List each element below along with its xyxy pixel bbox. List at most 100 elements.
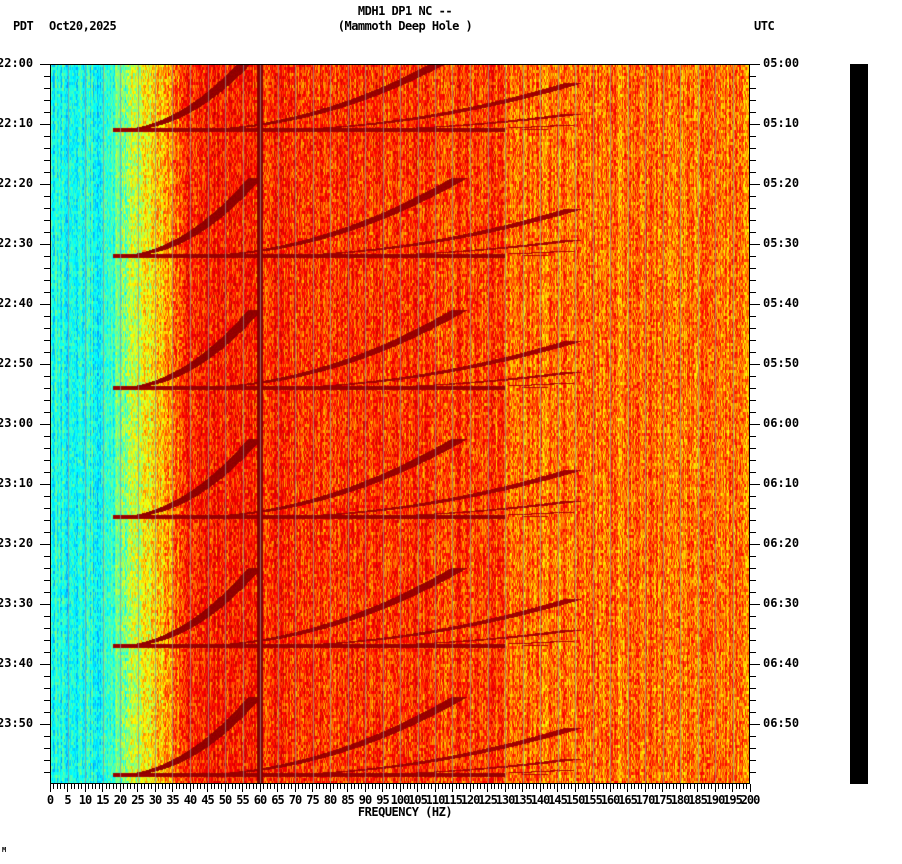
x-tick (749, 784, 751, 792)
x-tick-label: 120 (460, 793, 481, 807)
x-tick-label: 95 (376, 793, 389, 807)
x-tick (56, 784, 58, 789)
y-tick-label-right: 06:50 (763, 716, 800, 730)
x-tick (67, 784, 68, 792)
x-tick (217, 784, 219, 789)
x-tick (637, 784, 639, 789)
y-tick-right (750, 627, 756, 629)
y-tick-left (44, 675, 50, 677)
x-tick (305, 784, 306, 789)
y-tick-left (40, 543, 50, 545)
x-tick (508, 784, 509, 789)
x-tick (165, 784, 166, 789)
y-tick-label-left: 23:30 (0, 596, 34, 610)
y-tick-right (750, 387, 756, 389)
y-tick-left (44, 147, 50, 149)
y-tick-right (750, 423, 760, 425)
x-tick (525, 784, 527, 789)
y-tick-left (44, 291, 50, 293)
y-tick-right (750, 351, 756, 353)
footer-mark: M (2, 846, 6, 854)
y-tick-right (750, 435, 756, 437)
y-tick-right (750, 483, 760, 485)
y-tick-left (44, 87, 50, 89)
x-tick (518, 784, 520, 789)
y-tick-right (750, 303, 760, 305)
x-tick (112, 784, 114, 789)
x-tick (140, 784, 142, 789)
x-tick (655, 784, 656, 789)
date-label: Oct20,2025 (49, 19, 117, 33)
x-tick (224, 784, 226, 792)
y-tick-left (44, 555, 50, 557)
y-tick-right (750, 339, 756, 341)
x-tick (686, 784, 688, 789)
x-tick (693, 784, 695, 789)
x-tick (182, 784, 184, 789)
x-tick (399, 784, 401, 792)
x-tick (308, 784, 310, 789)
y-tick-left (44, 639, 50, 641)
x-tick (319, 784, 320, 789)
x-tick (102, 784, 103, 792)
x-tick (599, 784, 600, 789)
y-tick-label-left: 22:10 (0, 116, 34, 130)
x-tick (203, 784, 205, 789)
x-tick (494, 784, 495, 789)
x-tick (249, 784, 250, 789)
y-tick-label-left: 22:40 (0, 296, 34, 310)
x-tick (273, 784, 275, 789)
x-tick-label: 80 (323, 793, 337, 807)
y-tick-right (750, 183, 760, 185)
y-tick-right (750, 75, 756, 77)
x-tick (396, 784, 397, 789)
x-tick (168, 784, 170, 789)
x-tick (711, 784, 712, 789)
x-tick (158, 784, 159, 789)
x-tick (340, 784, 341, 789)
y-tick-right (750, 579, 756, 581)
y-tick-right (750, 315, 756, 317)
y-tick-label-right: 05:40 (763, 296, 800, 310)
x-tick (553, 784, 555, 789)
x-tick (175, 784, 177, 789)
y-tick-right (750, 699, 756, 701)
y-tick-label-right: 06:10 (763, 476, 800, 490)
y-tick-label-left: 22:50 (0, 356, 34, 370)
y-tick-right (750, 207, 756, 209)
x-tick-label: 65 (271, 793, 284, 807)
y-tick-right (750, 735, 756, 737)
x-tick (88, 784, 89, 789)
x-tick-label: 25 (131, 793, 144, 807)
x-tick-label: 50 (218, 793, 232, 807)
x-tick (697, 784, 698, 792)
x-tick (98, 784, 100, 789)
x-tick (333, 784, 334, 789)
y-tick-label-left: 23:50 (0, 716, 34, 730)
x-tick (546, 784, 548, 789)
y-tick-right (750, 111, 756, 113)
x-tick-label: 180 (670, 793, 691, 807)
y-tick-right (750, 687, 756, 689)
y-tick-right (750, 723, 760, 725)
x-tick (130, 784, 131, 789)
x-tick (137, 784, 138, 792)
x-tick (133, 784, 135, 789)
x-tick-label: 35 (166, 793, 179, 807)
x-tick (60, 784, 61, 789)
x-tick (707, 784, 709, 789)
y-tick-label-right: 05:20 (763, 176, 800, 190)
x-tick (469, 784, 471, 792)
x-tick-label: 60 (253, 793, 267, 807)
x-tick (609, 784, 611, 792)
x-tick (277, 784, 278, 792)
y-tick-left (44, 255, 50, 257)
x-tick (364, 784, 366, 792)
y-tick-label-left: 23:20 (0, 536, 34, 550)
y-tick-right (750, 327, 756, 329)
y-tick-right (750, 615, 756, 617)
spectrogram-heatmap (50, 64, 750, 784)
x-tick (161, 784, 163, 789)
x-tick (448, 784, 450, 789)
x-tick (350, 784, 352, 789)
